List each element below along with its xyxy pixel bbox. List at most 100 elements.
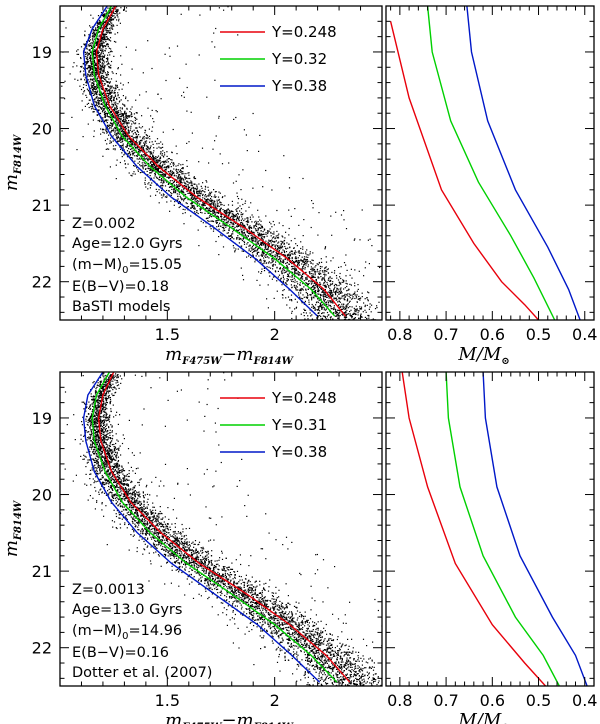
star-point — [358, 317, 360, 319]
star-point — [260, 254, 262, 256]
star-point — [165, 169, 167, 171]
star-point — [128, 130, 130, 132]
star-point — [283, 250, 285, 252]
star-point — [294, 237, 296, 240]
star-point — [321, 278, 323, 280]
star-point — [166, 176, 168, 178]
star-point — [166, 151, 168, 153]
star-point — [286, 280, 288, 282]
star-point — [130, 139, 132, 141]
star-point — [153, 165, 155, 167]
star-point — [322, 278, 324, 280]
star-point — [302, 278, 304, 280]
star-point — [339, 315, 341, 317]
star-point — [106, 26, 108, 28]
star-point — [163, 173, 165, 175]
star-point — [334, 308, 336, 310]
star-point — [158, 146, 160, 148]
star-point — [234, 226, 236, 228]
star-point — [138, 123, 140, 125]
star-point — [85, 64, 87, 66]
star-point — [306, 258, 308, 261]
star-point — [91, 85, 93, 87]
star-point — [114, 87, 116, 89]
star-point — [210, 220, 212, 222]
star-point — [250, 247, 252, 249]
star-point — [103, 77, 105, 79]
star-point — [289, 299, 291, 301]
star-point — [102, 155, 104, 157]
star-point — [222, 230, 224, 232]
star-point — [98, 60, 100, 62]
star-point — [299, 284, 301, 286]
star-point — [96, 114, 98, 116]
star-point — [323, 282, 325, 284]
star-point — [391, 279, 392, 280]
star-point — [250, 226, 252, 228]
star-point — [295, 306, 298, 308]
star-point — [118, 97, 120, 99]
star-point — [209, 203, 211, 205]
star-point — [338, 314, 340, 316]
star-point — [228, 235, 230, 238]
star-point — [100, 69, 102, 71]
star-point — [293, 277, 295, 279]
star-point — [218, 210, 221, 212]
star-point — [294, 272, 296, 274]
star-point — [297, 251, 299, 253]
star-point — [105, 74, 107, 76]
star-point — [113, 102, 115, 104]
star-point — [126, 117, 129, 119]
star-point — [193, 188, 195, 190]
star-point — [109, 124, 111, 126]
star-point — [170, 169, 172, 172]
star-point — [132, 138, 134, 140]
star-point — [112, 148, 114, 150]
star-point — [100, 100, 102, 102]
star-point — [91, 75, 93, 77]
star-point — [136, 137, 138, 139]
star-point — [117, 111, 119, 113]
star-point — [307, 256, 309, 258]
star-point — [269, 249, 271, 251]
star-point — [102, 77, 104, 79]
star-point — [85, 94, 87, 96]
star-point — [231, 233, 233, 235]
star-point — [200, 200, 202, 202]
star-point — [293, 262, 295, 264]
star-point — [127, 130, 129, 132]
star-point — [292, 268, 295, 270]
star-point — [124, 160, 126, 162]
star-point — [265, 254, 267, 256]
star-point — [324, 282, 326, 284]
star-point — [95, 69, 97, 72]
star-point — [85, 43, 87, 45]
star-point — [281, 235, 283, 237]
star-point — [214, 194, 216, 196]
star-point — [157, 177, 159, 179]
star-point — [227, 6, 229, 8]
star-point — [94, 101, 96, 103]
star-point — [110, 110, 113, 113]
star-point — [366, 318, 368, 320]
star-point — [356, 294, 358, 296]
star-point — [186, 86, 188, 89]
star-point — [256, 222, 258, 224]
star-point — [259, 234, 261, 236]
star-point — [286, 264, 288, 267]
star-point — [303, 256, 306, 258]
star-point — [246, 256, 248, 258]
star-point — [301, 287, 303, 290]
star-point — [102, 33, 104, 35]
star-point — [340, 289, 342, 291]
star-point — [181, 177, 183, 179]
star-point — [178, 188, 180, 190]
star-point — [264, 236, 266, 238]
star-point — [317, 277, 319, 279]
star-point — [338, 323, 339, 324]
star-point — [287, 278, 289, 281]
star-point — [261, 255, 263, 257]
star-point — [116, 19, 118, 21]
star-point — [215, 207, 217, 209]
star-point — [312, 267, 314, 269]
